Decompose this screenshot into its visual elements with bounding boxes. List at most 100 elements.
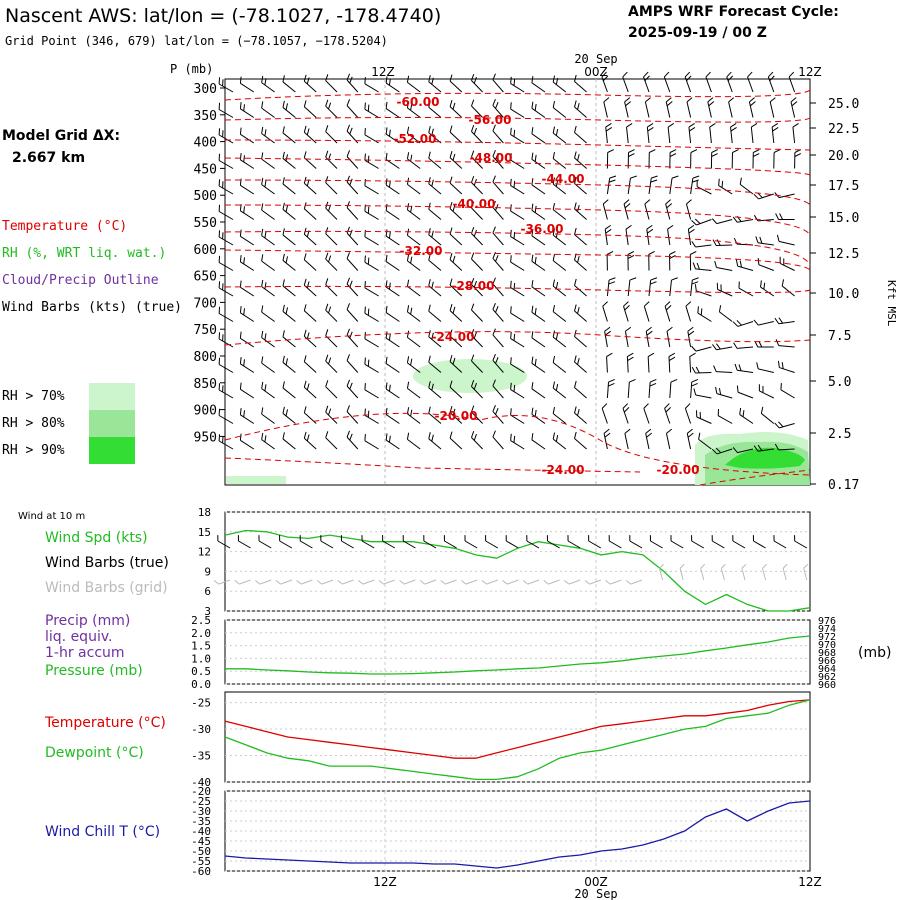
barb-flag xyxy=(388,282,391,290)
wind-barb xyxy=(697,306,712,322)
wind-barb xyxy=(282,406,296,424)
barb-flag xyxy=(449,100,453,107)
barb-flag xyxy=(696,180,698,187)
barb-flag xyxy=(325,74,329,81)
barb-staff xyxy=(261,439,275,450)
wind-barb xyxy=(574,278,587,297)
barb-flag xyxy=(734,363,738,371)
barb-flag xyxy=(711,448,718,455)
barb-flag xyxy=(623,301,629,307)
top-tick-12z-a: 12Z xyxy=(371,65,395,79)
barb-staff xyxy=(603,433,608,450)
barb-staff xyxy=(510,414,525,424)
barb-flag xyxy=(644,199,651,205)
pressure-ytick-label: 968 xyxy=(818,648,836,659)
pressure-unit-label: (mb) xyxy=(858,645,891,661)
wind-barb xyxy=(406,381,421,399)
barb-flag xyxy=(325,329,329,336)
barb-flag xyxy=(513,180,516,188)
wind-barb xyxy=(325,354,338,373)
barb-flag xyxy=(492,150,496,157)
wind-barb xyxy=(282,279,296,297)
wind-barb xyxy=(627,379,636,399)
barb-staff xyxy=(690,178,694,195)
wind-barb xyxy=(574,355,587,373)
barb-flag xyxy=(364,179,366,186)
wind-barb xyxy=(385,254,400,271)
barb-staff xyxy=(492,207,504,220)
barb-flag xyxy=(757,444,763,451)
barb-staff xyxy=(510,440,525,450)
wind-barb xyxy=(282,75,296,93)
barb-staff xyxy=(552,438,567,450)
barb-staff xyxy=(258,540,272,549)
barb-staff xyxy=(624,101,629,118)
barb-staff xyxy=(687,229,692,246)
barb-staff xyxy=(695,244,712,248)
barb-staff xyxy=(471,258,483,271)
barb-staff xyxy=(527,579,540,585)
barb-flag xyxy=(645,97,651,103)
barb-flag xyxy=(763,282,766,290)
barb-staff xyxy=(650,540,663,549)
wind-barb xyxy=(531,101,546,118)
wind-barb xyxy=(471,354,483,373)
barb-staff xyxy=(665,433,671,450)
barb-flag xyxy=(471,73,475,81)
wind-barb xyxy=(705,71,712,93)
barb-flag xyxy=(239,127,242,135)
barb-flag xyxy=(778,317,784,324)
wind-barb xyxy=(627,250,635,271)
surface-barb-true xyxy=(670,535,684,549)
barb-flag xyxy=(577,409,580,416)
rh-key-90-label: RH > 90% xyxy=(2,443,65,458)
barb-staff xyxy=(574,412,587,424)
wind-barb xyxy=(752,149,760,169)
barb-flag xyxy=(431,179,434,187)
barb-flag xyxy=(218,255,221,263)
barb-flag xyxy=(261,126,264,134)
bottom-date-label: 20 Sep xyxy=(574,887,617,900)
barb-flag xyxy=(261,203,264,211)
barb-flag xyxy=(772,127,779,132)
wind-barb xyxy=(471,226,483,246)
barb-flag xyxy=(670,535,672,542)
barb-flag xyxy=(775,213,780,220)
barb-flag xyxy=(753,149,760,153)
barb-staff xyxy=(552,311,567,322)
barb-staff xyxy=(261,158,275,169)
barb-staff xyxy=(407,336,421,348)
barb-staff xyxy=(471,437,483,450)
barb-staff xyxy=(346,232,359,246)
barb-flag xyxy=(325,150,329,158)
barb-staff xyxy=(303,437,317,450)
barb-flag xyxy=(794,535,796,542)
barb-flag xyxy=(239,102,242,109)
barb-staff xyxy=(423,540,437,549)
barb-staff xyxy=(531,388,546,399)
wind-barb xyxy=(471,430,483,450)
barb-staff xyxy=(449,131,463,144)
barb-flag xyxy=(428,100,431,108)
wind-barb xyxy=(346,430,359,450)
barb-staff xyxy=(407,438,421,450)
barb-staff xyxy=(696,416,712,424)
barb-flag xyxy=(608,379,615,383)
rh-blob-mid xyxy=(413,359,527,393)
barb-staff xyxy=(689,356,692,373)
barb-flag xyxy=(671,277,678,281)
barb-staff xyxy=(780,389,795,399)
barb-staff xyxy=(261,337,275,348)
wind-barb xyxy=(648,277,658,297)
surface-barb-grid xyxy=(605,579,622,585)
barb-staff xyxy=(449,182,463,195)
wind-barb xyxy=(303,151,317,169)
wind-barb xyxy=(606,379,615,399)
panel-ytick-label: 9 xyxy=(204,565,211,578)
barb-staff xyxy=(471,360,483,373)
barb-flag xyxy=(428,330,431,337)
wind-barb xyxy=(669,149,677,169)
barb-staff xyxy=(259,579,272,585)
temperature-contour-line xyxy=(224,412,811,476)
barb-staff xyxy=(321,579,334,585)
